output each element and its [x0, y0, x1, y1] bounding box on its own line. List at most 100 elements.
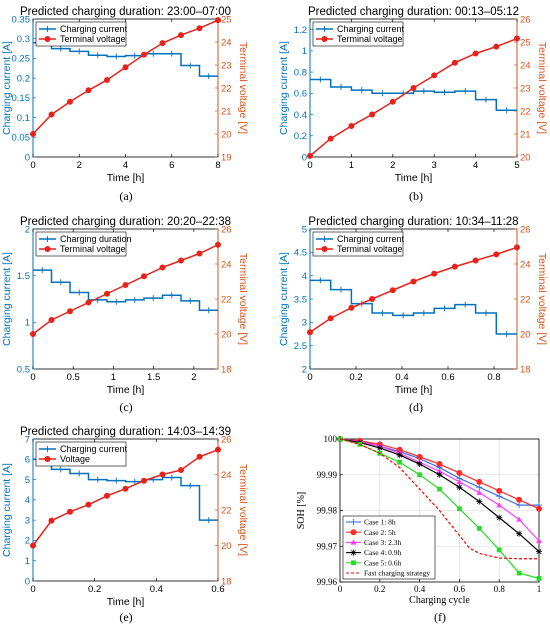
data-point [131, 478, 138, 485]
x-tick-label: 0.4 [395, 372, 408, 383]
data-point [400, 312, 407, 319]
legend-swatch-marker-d [351, 550, 356, 556]
data-point [476, 489, 483, 495]
right-tick-label: 20 [520, 152, 531, 163]
data-point [196, 25, 203, 32]
data-point [348, 304, 355, 311]
left-tick-label: 1.5 [17, 271, 30, 282]
data-point [205, 517, 212, 524]
right-tick-label: 24 [221, 37, 232, 48]
legend-label: Charging current [337, 24, 405, 34]
data-point [76, 48, 83, 55]
legend-label: Terminal voltage [337, 34, 403, 44]
left-axis-label: Charging current [A] [278, 41, 290, 135]
data-point [39, 267, 46, 274]
data-point [140, 51, 147, 58]
data-point [496, 514, 503, 521]
left-tick-label: 3 [25, 515, 30, 526]
data-point-d [496, 515, 502, 521]
legend-label: Fast charging strategy [364, 569, 430, 578]
data-point [113, 53, 120, 60]
legend-swatch-marker [351, 560, 356, 566]
data-point [104, 76, 111, 83]
data-point [177, 467, 184, 474]
x-axis-label: Time [h] [107, 596, 145, 608]
data-point [76, 289, 83, 296]
data-point [482, 310, 489, 316]
data-point [476, 484, 483, 491]
x-tick-label: 0.6 [454, 584, 466, 594]
y-tick-label: 99.96 [317, 577, 338, 587]
data-point [214, 446, 221, 453]
left-tick-label: 0.5 [17, 364, 30, 375]
left-tick-label: 0.2 [17, 73, 30, 84]
data-point [177, 257, 184, 264]
data-point [57, 279, 64, 286]
data-point-d [437, 472, 442, 478]
data-point [436, 468, 443, 474]
data-point [150, 295, 157, 302]
data-point [476, 498, 483, 505]
panel-title: Predicted charging duration: 00:13–05:12 [308, 6, 519, 18]
data-point [338, 83, 345, 90]
legend-label: Terminal voltage [60, 244, 126, 254]
left-tick-label: 1 [25, 318, 30, 329]
data-point [57, 45, 64, 52]
right-tick-label: 18 [221, 364, 232, 375]
right-tick-label: 20 [221, 329, 232, 340]
left-tick-label: 0.15 [12, 93, 31, 104]
x-tick-label: 2 [390, 160, 395, 171]
legend-swatch-marker [321, 245, 328, 252]
x-tick-label: 0 [30, 584, 35, 595]
data-point [516, 530, 523, 537]
data-point [29, 542, 36, 549]
data-point [451, 263, 458, 270]
data-point [150, 50, 157, 57]
legend-box [35, 21, 127, 47]
data-point [503, 331, 510, 337]
x-tick-label: 4 [473, 160, 478, 171]
data-point [437, 486, 442, 492]
x-tick-label: 0 [338, 584, 343, 594]
left-tick-label: 2 [25, 224, 30, 235]
data-point [462, 88, 469, 95]
x-tick-label: 8 [215, 160, 220, 171]
right-tick-label: 20 [221, 541, 232, 552]
panel-title: Predicted charging duration: 10:34–11:28 [308, 216, 518, 228]
left-axis-label: Charging current [A] [1, 41, 13, 135]
legend-box [312, 21, 404, 47]
data-point [420, 310, 427, 316]
right-tick-label: 26 [221, 434, 232, 445]
data-point [104, 492, 111, 499]
left-axis-label: Charging current [A] [1, 463, 13, 557]
data-point [536, 548, 542, 555]
data-point [472, 50, 479, 57]
data-point [536, 576, 542, 581]
data-point [159, 40, 166, 47]
legend-swatch-marker [44, 446, 51, 452]
data-point [48, 111, 55, 118]
data-point [516, 570, 522, 576]
data-point [472, 257, 479, 264]
right-axis-label: Terminal voltage [V] [237, 42, 249, 134]
right-tick-label: 25 [221, 14, 232, 25]
right-tick-label: 26 [221, 224, 232, 235]
data-point [94, 52, 101, 59]
panel-caption: (d) [409, 400, 423, 414]
left-tick-label: 0.35 [12, 14, 31, 25]
data-point [420, 88, 427, 95]
data-point [431, 270, 438, 277]
left-tick-label: 3 [302, 318, 307, 329]
panel-title: Predicted charging duration: 23:00–07:00 [20, 6, 231, 18]
data-point [122, 485, 129, 492]
x-tick-label: 0.2 [374, 584, 385, 594]
data-point [196, 250, 203, 257]
data-point [516, 516, 523, 522]
data-point [159, 471, 166, 478]
series-line-current [310, 78, 517, 112]
data-point [317, 277, 324, 284]
right-tick-label: 20 [221, 129, 232, 140]
data-point [462, 301, 469, 308]
data-point [94, 476, 101, 483]
legend-box [312, 231, 404, 257]
